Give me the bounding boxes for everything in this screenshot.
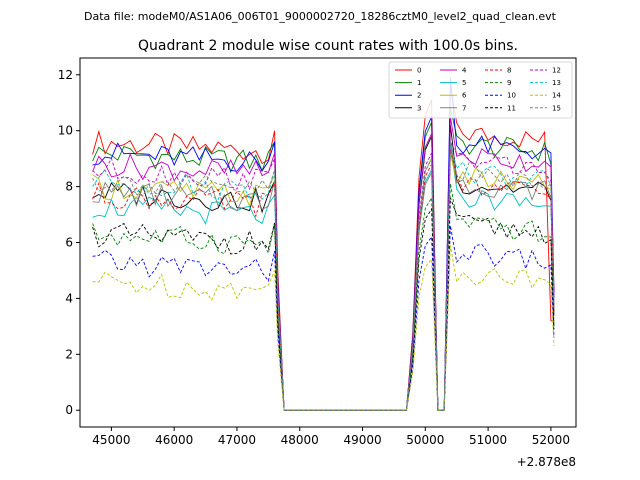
y-tick-label: 2 (65, 347, 73, 361)
x-tick-label: 48000 (281, 433, 319, 447)
x-tick-label: 50000 (406, 433, 444, 447)
legend-label-13: 13 (552, 79, 561, 87)
y-tick-label: 8 (65, 180, 73, 194)
legend-label-0: 0 (417, 67, 421, 75)
chart-suptitle: Data file: modeM0/AS1A06_006T01_90000027… (84, 10, 557, 23)
legend-label-8: 8 (507, 67, 511, 75)
legend-box (388, 61, 573, 119)
series-layer (92, 77, 555, 411)
legend-label-11: 11 (507, 104, 516, 112)
series-line-3 (92, 125, 555, 411)
legend-label-2: 2 (417, 92, 421, 100)
y-tick-label: 6 (65, 236, 73, 250)
y-tick-label: 4 (65, 291, 73, 305)
legend-label-5: 5 (462, 79, 466, 87)
x-tick-label: 52000 (532, 433, 570, 447)
series-line-1 (92, 108, 555, 411)
y-tick-label: 12 (58, 68, 73, 82)
x-tick-label: 51000 (469, 433, 507, 447)
series-line-7 (92, 141, 555, 411)
legend-label-3: 3 (417, 104, 421, 112)
legend-label-14: 14 (552, 92, 561, 100)
series-line-11 (92, 197, 555, 411)
y-axis: 0 2 4 6 8 10 12 (58, 68, 80, 417)
legend-label-15: 15 (552, 104, 561, 112)
series-line-8 (92, 150, 555, 411)
series-line-12 (92, 141, 555, 411)
series-line-14 (92, 245, 555, 411)
legend-label-7: 7 (462, 104, 466, 112)
x-tick-label: 47000 (218, 433, 256, 447)
y-tick-label: 0 (65, 403, 73, 417)
x-tick-label: 49000 (343, 433, 381, 447)
legend-label-4: 4 (462, 67, 467, 75)
x-tick-label: 45000 (92, 433, 130, 447)
x-axis-offset-label: +2.878e8 (517, 455, 576, 469)
series-line-13 (92, 141, 555, 411)
legend-label-1: 1 (417, 79, 421, 87)
series-line-5 (92, 144, 555, 411)
x-tick-label: 46000 (155, 433, 193, 447)
series-line-10 (92, 225, 555, 411)
series-line-4 (92, 116, 555, 411)
series-line-15 (92, 141, 555, 411)
x-axis: 45000 46000 47000 48000 49000 50000 51000 52000 (92, 427, 570, 447)
series-line-0 (92, 85, 554, 411)
legend-label-10: 10 (507, 92, 516, 100)
legend-label-12: 12 (552, 67, 561, 75)
chart-title: Quadrant 2 module wise count rates with … (138, 38, 518, 54)
legend-label-9: 9 (507, 79, 511, 87)
series-line-9 (92, 183, 555, 411)
series-line-2 (92, 77, 555, 411)
legend-label-6: 6 (462, 92, 467, 100)
y-tick-label: 10 (58, 124, 73, 138)
series-line-6 (92, 152, 555, 411)
